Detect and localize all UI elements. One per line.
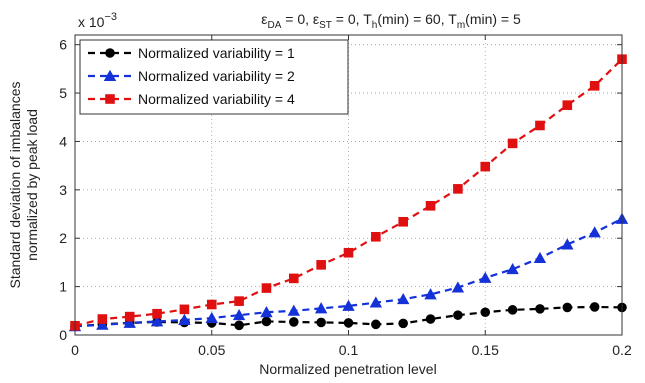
data-point [232, 308, 246, 321]
data-point [453, 310, 463, 320]
data-point [589, 81, 600, 91]
data-point [453, 184, 463, 194]
data-point [589, 302, 600, 312]
y-tick-label: 0 [59, 327, 67, 343]
title-part: = 0, T [332, 11, 372, 27]
data-point [124, 311, 135, 322]
y-tick-label: 6 [59, 37, 67, 53]
data-point [371, 231, 381, 242]
data-point [316, 317, 326, 328]
data-point [480, 161, 491, 172]
data-point [234, 320, 244, 331]
title-part: m [457, 20, 465, 31]
data-point [287, 304, 300, 316]
data-point [123, 316, 136, 328]
data-point [562, 302, 573, 313]
title-part: h [372, 20, 378, 31]
y-tick-label: 2 [59, 230, 67, 246]
data-point [261, 316, 272, 327]
data-point [369, 296, 383, 308]
data-point [105, 94, 115, 104]
data-point [562, 100, 573, 110]
data-point [314, 302, 328, 314]
data-point [260, 306, 273, 318]
title-part: = 0, ε [281, 11, 319, 27]
data-point [343, 318, 354, 328]
legend-item: Normalized variability = 1 [88, 45, 295, 61]
data-point [535, 304, 545, 314]
title-part: DA [267, 20, 281, 31]
x-tick-label: 0.2 [612, 342, 632, 358]
series-line [74, 58, 623, 327]
data-point [96, 318, 109, 330]
title-part: ST [319, 20, 332, 31]
x-tick-label: 0 [71, 342, 79, 358]
data-point [424, 288, 437, 300]
data-point [425, 201, 436, 211]
y-multiplier: x 10−3 [78, 11, 117, 30]
y-axis-label-line-2: normalized by peak load [24, 109, 40, 261]
data-point [397, 292, 410, 305]
data-point [398, 318, 409, 329]
data-point [206, 299, 217, 310]
data-point [398, 216, 408, 227]
data-point [152, 308, 162, 319]
data-point [425, 314, 436, 324]
y-axis-label-line-1: Standard deviation of imbalances [7, 81, 23, 288]
ticks: 0 0.05 0.1 0.15 0.2 0 1 2 3 4 5 6 [59, 35, 632, 358]
data-point [103, 69, 117, 81]
y-axis-label: Standard deviation of imbalances normaliz… [7, 81, 40, 288]
legend: Normalized variability = 1 Normalized var… [79, 39, 349, 115]
y-multiplier-base: x 10 [78, 14, 105, 30]
data-point [371, 319, 381, 330]
data-point [342, 299, 355, 311]
data-point [533, 251, 547, 264]
data-point [205, 311, 218, 324]
title-part: (min) = 5 [465, 11, 521, 27]
x-axis-label: Normalized penetration level [259, 361, 436, 377]
y-tick-label: 5 [59, 85, 67, 101]
data-point [289, 317, 299, 327]
chart-title: εDA = 0, εST = 0, Th(min) = 60, Tm(min) … [261, 11, 521, 31]
legend-item: Normalized variability = 4 [88, 91, 295, 107]
y-tick-label: 3 [59, 182, 67, 198]
legend-label: Normalized variability = 2 [138, 68, 295, 84]
legend-item: Normalized variability = 2 [88, 68, 295, 84]
y-tick-label: 1 [59, 279, 67, 295]
data-point [97, 314, 108, 324]
data-point [507, 138, 518, 149]
series-line [74, 305, 623, 328]
data-point [561, 238, 574, 250]
y-tick-label: 4 [59, 133, 67, 149]
data-point [588, 226, 601, 238]
data-point [343, 247, 354, 258]
data-point [179, 304, 190, 315]
x-tick-label: 0.1 [339, 342, 359, 358]
data-point [289, 273, 299, 284]
data-point [451, 281, 465, 293]
x-tick-label: 0.05 [198, 342, 225, 358]
data-point [150, 315, 164, 327]
data-point [506, 262, 519, 275]
data-point [234, 296, 244, 306]
data-point [261, 283, 272, 293]
data-point [316, 260, 326, 270]
legend-label: Normalized variability = 1 [138, 45, 295, 61]
y-multiplier-exponent: −3 [104, 11, 117, 23]
title-part: ε [261, 11, 267, 27]
x-tick-label: 0.15 [472, 342, 499, 358]
series-line [74, 217, 623, 328]
data-point [479, 271, 492, 283]
legend-label: Normalized variability = 4 [138, 91, 295, 107]
data-point [535, 120, 545, 131]
data-point [480, 307, 491, 318]
data-point [507, 305, 518, 315]
data-point [178, 313, 191, 325]
title-part: (min) = 60, T [377, 11, 457, 27]
data-point [105, 48, 115, 58]
